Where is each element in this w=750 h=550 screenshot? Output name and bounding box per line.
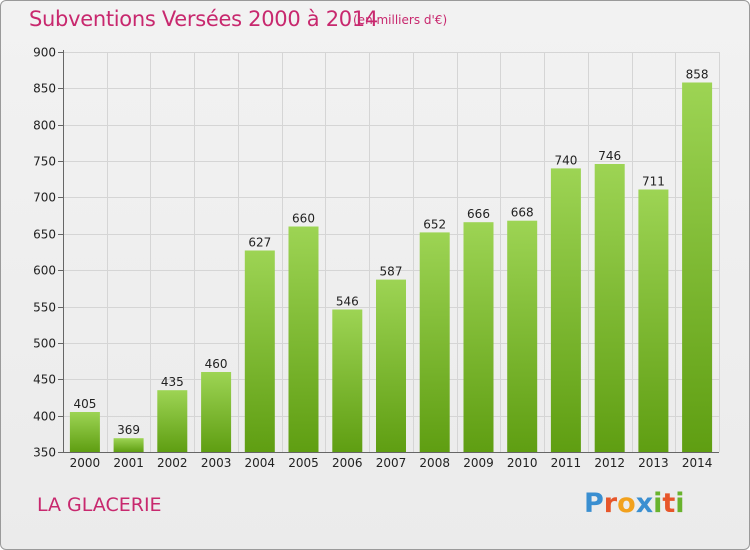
x-tick-label: 2013 bbox=[638, 456, 669, 470]
y-tick-label: 450 bbox=[33, 373, 56, 387]
x-tick-label: 2004 bbox=[245, 456, 276, 470]
bar-2000 bbox=[69, 412, 100, 452]
bar-2011 bbox=[550, 168, 581, 452]
logo-letter: i bbox=[675, 488, 685, 519]
data-label: 711 bbox=[642, 175, 665, 189]
chart-subtitle: (en milliers d'€) bbox=[353, 13, 448, 27]
data-label: 627 bbox=[248, 236, 271, 250]
bar-2010 bbox=[507, 220, 538, 452]
proxiti-logo: Proxiti bbox=[584, 488, 685, 519]
commune-name: LA GLACERIE bbox=[37, 494, 162, 516]
x-tick-label: 2000 bbox=[70, 456, 101, 470]
logo-letter: r bbox=[603, 488, 618, 519]
x-tick-label: 2009 bbox=[463, 456, 494, 470]
y-tick-label: 600 bbox=[33, 264, 56, 278]
bar-2002 bbox=[157, 390, 188, 452]
chart-title: Subventions Versées 2000 à 2014 bbox=[29, 7, 378, 31]
x-tick-label: 2003 bbox=[201, 456, 232, 470]
x-tick-labels: 2000 2001 2002 2003 2004 2005 2006 2007 2008 2009… bbox=[70, 456, 713, 470]
x-tick-label: 2005 bbox=[288, 456, 319, 470]
bar-2008 bbox=[419, 232, 450, 452]
bar-2004 bbox=[244, 250, 275, 452]
y-tick-label: 900 bbox=[33, 46, 56, 60]
y-tick-label: 550 bbox=[33, 301, 56, 315]
x-tick-label: 2002 bbox=[157, 456, 188, 470]
axes bbox=[58, 50, 719, 453]
bar-2012 bbox=[594, 164, 625, 452]
x-tick-label: 2006 bbox=[332, 456, 363, 470]
logo-letter: P bbox=[584, 488, 604, 519]
data-label: 405 bbox=[73, 397, 96, 411]
data-label: 460 bbox=[205, 357, 228, 371]
data-label: 369 bbox=[117, 423, 140, 437]
y-tick-labels: 350 400 450 500 550 600 650 700 750 800 850 900 bbox=[33, 46, 56, 460]
x-tick-label: 2010 bbox=[507, 456, 538, 470]
bar-2014 bbox=[682, 82, 713, 452]
bar-2001 bbox=[113, 438, 144, 452]
bars bbox=[69, 82, 713, 452]
logo-letter: i bbox=[653, 488, 663, 519]
data-labels: 405 369 435 460 627 660 546 587 652 666 668 740 746 7… bbox=[73, 68, 708, 438]
bar-2013 bbox=[638, 189, 669, 452]
bar-2006 bbox=[332, 309, 363, 452]
bar-2005 bbox=[288, 226, 319, 452]
logo-letter: t bbox=[662, 488, 676, 519]
bar-2007 bbox=[376, 279, 406, 452]
bar-2003 bbox=[201, 372, 232, 452]
y-tick-label: 850 bbox=[33, 82, 56, 96]
x-tick-label: 2014 bbox=[682, 456, 713, 470]
bar-2009 bbox=[463, 222, 494, 452]
y-tick-label: 700 bbox=[33, 191, 56, 205]
y-tick-label: 800 bbox=[33, 119, 56, 133]
data-label: 746 bbox=[598, 149, 621, 163]
y-tick-label: 650 bbox=[33, 228, 56, 242]
data-label: 666 bbox=[467, 207, 490, 221]
y-tick-label: 400 bbox=[33, 410, 56, 424]
x-tick-label: 2012 bbox=[594, 456, 625, 470]
y-tick-label: 350 bbox=[33, 446, 56, 460]
data-label: 660 bbox=[292, 212, 315, 226]
data-label: 858 bbox=[686, 68, 709, 82]
data-label: 668 bbox=[511, 206, 534, 220]
data-label: 435 bbox=[161, 375, 184, 389]
x-tick-label: 2011 bbox=[551, 456, 582, 470]
x-tick-label: 2007 bbox=[376, 456, 407, 470]
data-label: 587 bbox=[380, 265, 403, 279]
x-tick-label: 2008 bbox=[419, 456, 450, 470]
data-label: 546 bbox=[336, 295, 359, 309]
x-tick-label: 2001 bbox=[113, 456, 144, 470]
y-tick-label: 500 bbox=[33, 337, 56, 351]
logo-letter: o bbox=[617, 488, 636, 519]
logo-letter: x bbox=[635, 488, 654, 519]
y-tick-label: 750 bbox=[33, 155, 56, 169]
data-label: 740 bbox=[554, 153, 577, 167]
data-label: 652 bbox=[423, 217, 446, 231]
